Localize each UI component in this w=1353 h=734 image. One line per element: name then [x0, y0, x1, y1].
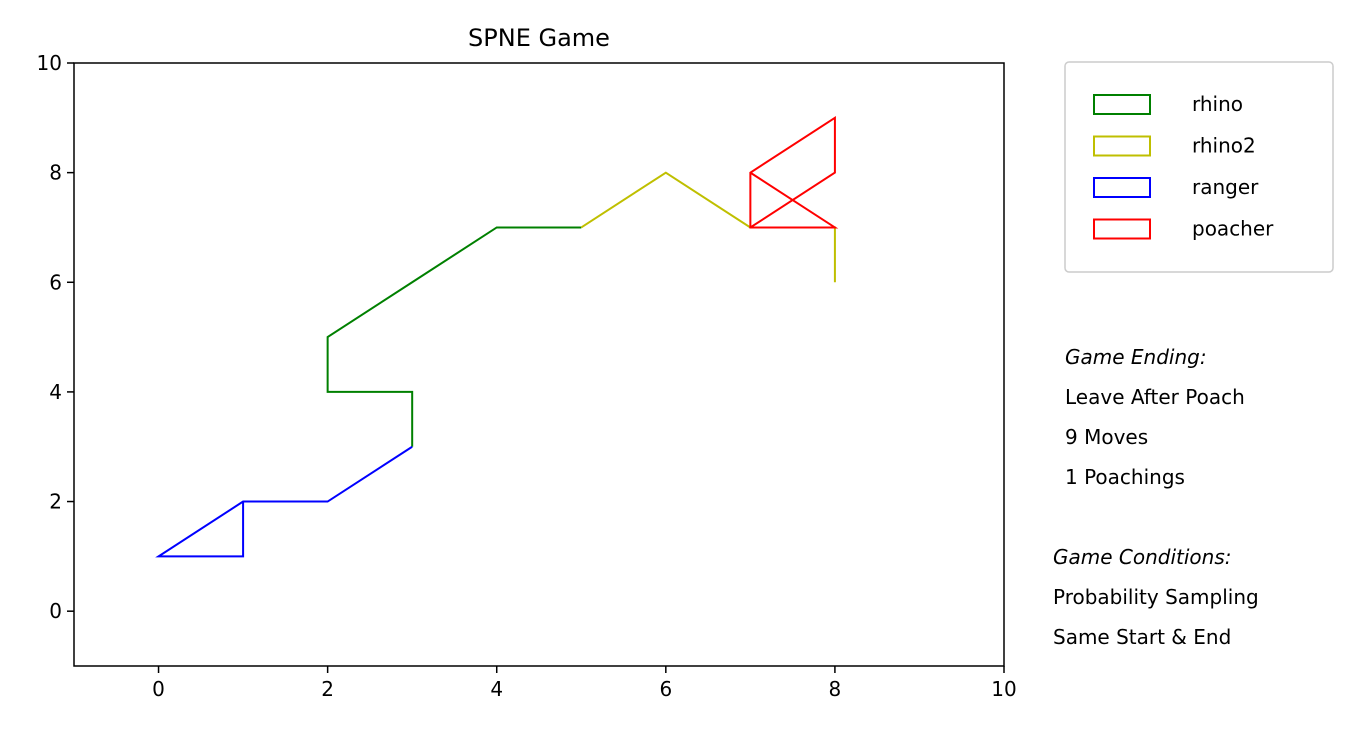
- game-ending-heading: Game Ending:: [1065, 345, 1207, 369]
- ticks-layer: 0 2 4 6 8 10 0 2 4 6 8 10: [37, 51, 1017, 701]
- legend-swatch-ranger: [1093, 177, 1151, 198]
- game-ending-line: Leave After Poach: [1065, 385, 1245, 409]
- y-tick-label: 2: [49, 490, 62, 514]
- legend-swatch-poacher: [1093, 218, 1151, 240]
- legend-label-rhino: rhino: [1192, 92, 1243, 116]
- x-tick-label: 0: [152, 677, 165, 701]
- legend-label-rhino2: rhino2: [1192, 134, 1256, 158]
- game-ending-annotation: Game Ending: Leave After Poach 9 Moves 1…: [1065, 337, 1245, 497]
- legend-swatch-rhino: [1093, 94, 1151, 115]
- series-line-ranger: [155, 445, 413, 558]
- series-line-rhino: [326, 226, 582, 447]
- legend-label-ranger: ranger: [1192, 175, 1259, 199]
- y-tick-label: 0: [49, 599, 62, 623]
- game-conditions-line: Probability Sampling: [1053, 585, 1259, 609]
- x-tick-label: 8: [829, 677, 842, 701]
- game-ending-line: 1 Poachings: [1065, 465, 1185, 489]
- legend-swatch-rhino2: [1093, 135, 1151, 157]
- legend-label-poacher: poacher: [1192, 217, 1274, 241]
- legend: rhino rhino2 ranger poacher: [1064, 61, 1334, 273]
- chart-title: SPNE Game: [468, 24, 610, 52]
- x-tick-label: 2: [321, 677, 334, 701]
- y-tick-label: 4: [49, 380, 62, 404]
- game-conditions-heading: Game Conditions:: [1053, 545, 1232, 569]
- x-tick-label: 4: [490, 677, 503, 701]
- y-tick-label: 8: [49, 161, 62, 185]
- game-conditions-line: Same Start & End: [1053, 625, 1232, 649]
- y-tick-label: 6: [49, 270, 62, 294]
- y-tick-label: 10: [37, 51, 62, 75]
- series-line-poacher: [749, 115, 839, 229]
- game-ending-line: 9 Moves: [1065, 425, 1149, 449]
- series-layer: [155, 115, 839, 558]
- x-tick-label: 10: [991, 677, 1016, 701]
- plot-frame: [73, 62, 1005, 667]
- game-conditions-annotation: Game Conditions: Probability Sampling Sa…: [1053, 537, 1259, 657]
- x-tick-label: 6: [659, 677, 672, 701]
